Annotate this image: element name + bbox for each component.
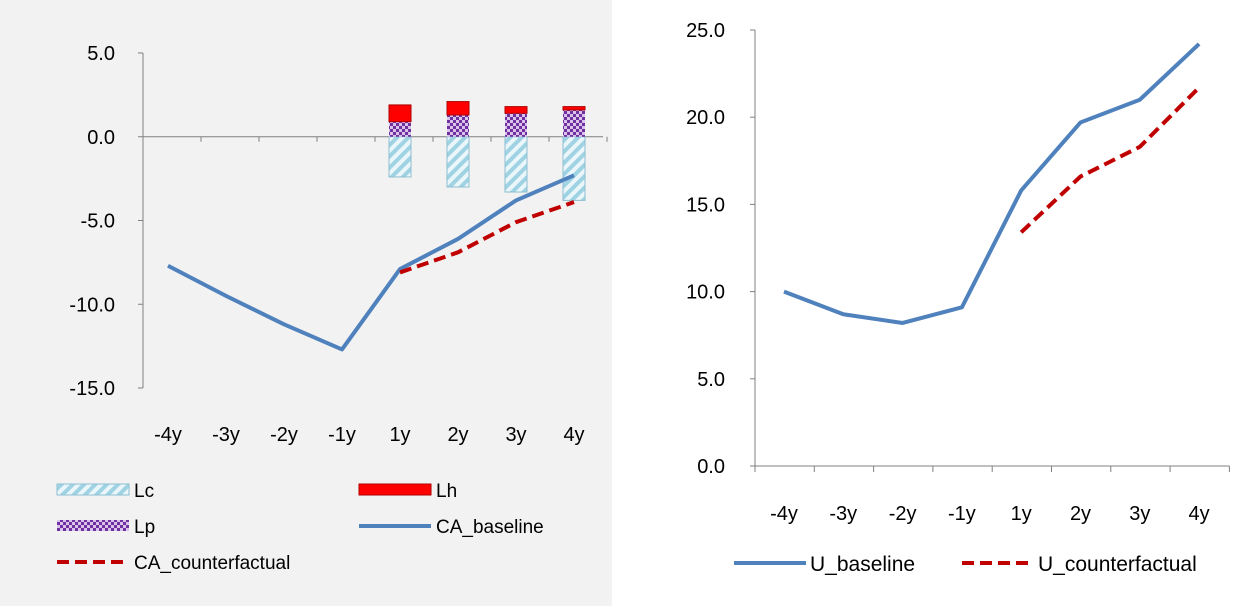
y-tick-label: 20.0 [686,107,725,129]
x-tick-label: 2y [1070,503,1091,525]
left-chart: 5.0 0.0 -5.0 -10.0 -15.0 -4y -3y -2y -1y 1y 2y 3y 4y… [56,43,608,574]
legend-swatch [358,483,432,496]
y-tick-label: -10.0 [69,294,115,316]
bar-lh [504,106,528,114]
legend-item: Lp [57,517,155,538]
legend-label: U_counterfactual [1038,553,1197,576]
x-tick-label: 3y [505,424,526,446]
x-tick-label: -2y [889,503,917,525]
x-tick-label: -1y [948,503,976,525]
bar-lc [388,136,412,178]
y-tick-label: 25.0 [686,20,725,42]
y-tick-label: 10.0 [686,282,725,304]
x-tick-label: -3y [212,424,240,446]
x-tick-label: -3y [829,503,857,525]
legend-label: Lh [436,481,457,502]
x-tick-label: 1y [389,424,410,446]
y-tick-label: 0.0 [87,127,115,149]
bar-lp [563,109,585,137]
bar-lh [446,101,470,116]
bar-lh [388,104,412,123]
bar-lc [504,136,528,193]
legend-item: U_counterfactual [962,553,1197,576]
line-ca-counterfactual [399,200,575,275]
x-tick-label: 2y [447,424,468,446]
y-tick-label: -5.0 [81,211,115,233]
legend-swatch [56,483,130,496]
legend-item: Lh [358,481,457,502]
x-tick-label: 1y [1011,503,1032,525]
y-tick-label: 0.0 [697,456,725,478]
y-tick-label: 5.0 [87,43,115,65]
x-tick-label: -2y [270,424,298,446]
legend-swatch [57,520,129,531]
y-tick-label: -15.0 [69,378,115,400]
line-u-counterfactual [1019,86,1201,234]
line-u-baseline [783,42,1201,325]
legend-label: Lc [134,481,154,502]
bar-lc [446,136,470,188]
legend-label: U_baseline [810,553,915,576]
left-chart-panel: 5.0 0.0 -5.0 -10.0 -15.0 -4y -3y -2y -1y 1y 2y 3y 4y… [0,0,612,606]
x-tick-label: -4y [154,424,182,446]
x-tick-label: -4y [770,503,798,525]
legend-label: CA_counterfactual [134,553,290,574]
line-ca-baseline [167,173,575,352]
legend-item: Lc [56,481,154,502]
bar-lh [562,106,586,111]
right-chart: 25.0 20.0 15.0 10.0 5.0 0.0 -4y -3y -2y -1y 1y 2y 3y… [686,20,1230,576]
legend-item: CA_counterfactual [57,553,290,574]
x-tick-label: -1y [328,424,356,446]
legend-item: CA_baseline [359,517,544,538]
bar-lc [562,136,586,201]
legend-item: U_baseline [734,553,915,576]
x-tick-label: 4y [563,424,584,446]
legend-label: Lp [134,517,155,538]
bar-lp [389,121,411,137]
bar-lp [447,114,469,137]
legend-label: CA_baseline [436,517,544,538]
right-chart-panel: 25.0 20.0 15.0 10.0 5.0 0.0 -4y -3y -2y -1y 1y 2y 3y… [612,0,1249,606]
y-tick-label: 5.0 [697,369,725,391]
bar-lp [505,113,527,137]
x-tick-label: 4y [1189,503,1210,525]
x-tick-label: 3y [1129,503,1150,525]
y-tick-label: 15.0 [686,194,725,216]
